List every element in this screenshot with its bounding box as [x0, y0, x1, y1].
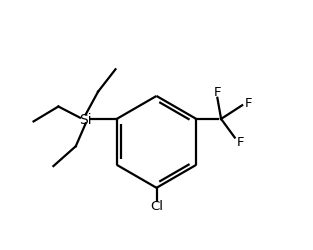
- Text: F: F: [213, 86, 221, 99]
- Text: F: F: [236, 136, 244, 149]
- Text: Cl: Cl: [150, 199, 163, 212]
- Text: F: F: [245, 97, 252, 110]
- Text: Si: Si: [80, 112, 92, 126]
